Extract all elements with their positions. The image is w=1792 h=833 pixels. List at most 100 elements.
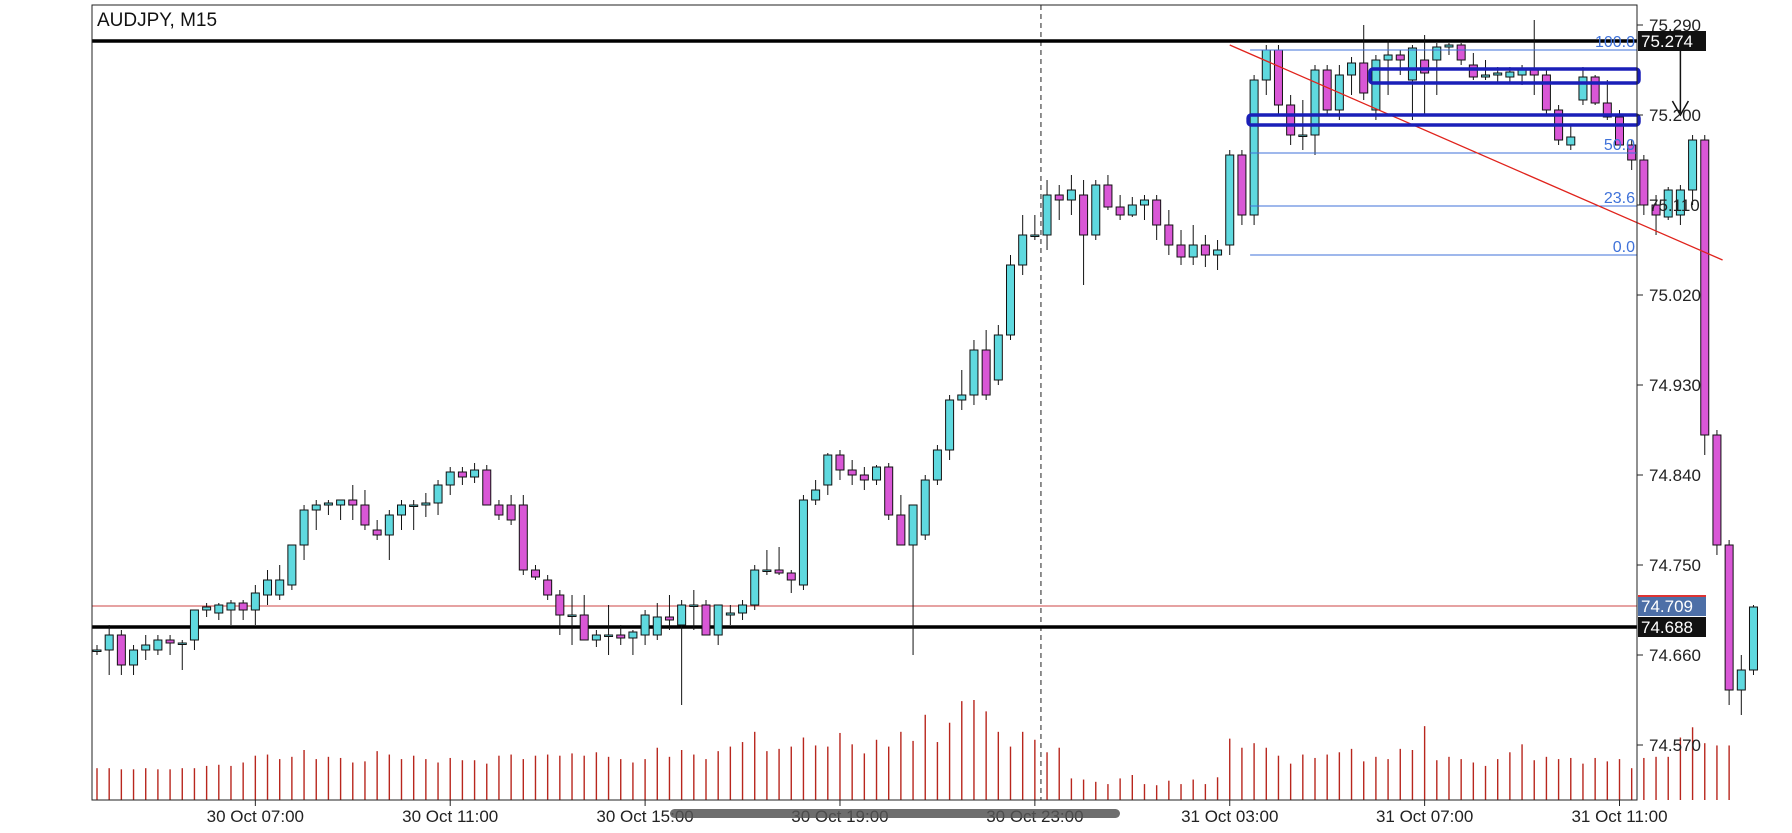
price-label-box: [1638, 31, 1706, 51]
bullish-candle: [1310, 69, 1320, 136]
bearish-candle: [981, 349, 991, 396]
bearish-candle: [1420, 59, 1430, 74]
bearish-candle: [238, 602, 248, 611]
bullish-candle: [713, 604, 723, 636]
bullish-candle: [1688, 139, 1698, 191]
bullish-candle: [336, 499, 346, 506]
y-tick-label: 75.020: [1649, 286, 1701, 305]
bullish-candle: [689, 604, 699, 607]
bullish-candle: [725, 612, 735, 616]
zone-rectangle: [1368, 67, 1641, 85]
bearish-candle: [1273, 49, 1283, 106]
bullish-candle: [275, 579, 285, 596]
y-tick-label: 74.840: [1649, 466, 1701, 485]
bearish-candle: [1615, 116, 1624, 146]
bullish-candle: [397, 504, 406, 516]
bullish-candle: [1298, 134, 1308, 137]
scrollbar-handle[interactable]: [670, 809, 1120, 818]
bullish-candle: [1030, 234, 1040, 237]
bullish-candle: [567, 614, 577, 617]
bearish-candle: [494, 504, 504, 516]
bearish-candle: [518, 504, 528, 571]
price-axis[interactable]: 75.290 75.200 75.110 75.020 74.930 74.840 74.7…: [1637, 16, 1706, 755]
bullish-candle: [993, 334, 1003, 381]
bullish-candle: [798, 499, 808, 586]
bullish-candle: [189, 609, 199, 641]
bullish-candle: [1042, 194, 1052, 236]
bearish-candle: [1176, 244, 1186, 258]
bullish-candle: [129, 649, 139, 666]
y-tick-label: 75.110: [1649, 196, 1700, 215]
price-label: 75.274: [1641, 32, 1693, 51]
x-tick-label: 31 Oct 07:00: [1376, 807, 1473, 826]
bullish-candle: [1347, 62, 1357, 76]
bullish-candle: [384, 514, 394, 536]
fib-level-label: 50.0: [1604, 137, 1635, 154]
bullish-candle: [1188, 244, 1198, 258]
bullish-candle: [421, 502, 431, 506]
bullish-candle: [1383, 54, 1393, 61]
bullish-candle: [445, 471, 455, 486]
bullish-candle: [1066, 189, 1076, 201]
bullish-candle: [1493, 72, 1503, 76]
bearish-candle: [1651, 204, 1661, 216]
bearish-candle: [1164, 224, 1174, 246]
bearish-candle: [482, 469, 492, 506]
bearish-candle: [1590, 76, 1600, 104]
drawing-layer: 100.0 50.0 23.6 0.0: [1229, 34, 1723, 261]
bearish-candle: [1468, 64, 1478, 78]
bullish-candle: [823, 454, 833, 486]
bullish-candle: [1127, 204, 1137, 216]
bullish-candle: [299, 509, 309, 546]
bearish-candle: [1541, 74, 1551, 111]
bearish-candle: [847, 469, 857, 476]
bullish-candle: [1261, 49, 1271, 81]
bearish-candle: [835, 454, 845, 471]
bearish-candle: [457, 471, 467, 478]
bullish-candle: [153, 639, 163, 651]
bullish-candle: [202, 606, 212, 611]
x-tick-label: 30 Oct 11:00: [402, 807, 498, 826]
bearish-candle: [1237, 154, 1247, 216]
bearish-candle: [701, 604, 711, 636]
bearish-candle: [1286, 104, 1296, 136]
bullish-candle: [1091, 184, 1101, 236]
bullish-candle: [1566, 136, 1576, 146]
bullish-candle: [872, 466, 882, 481]
bullish-candle: [628, 631, 638, 639]
bearish-candle: [1712, 434, 1722, 546]
x-tick-label: 31 Oct 03:00: [1181, 807, 1278, 826]
fib-level-label: 23.6: [1604, 190, 1635, 207]
price-label-box: [1638, 617, 1706, 637]
bullish-candle: [652, 616, 662, 636]
y-tick-label: 74.750: [1649, 556, 1701, 575]
bearish-candle: [1602, 102, 1612, 118]
bearish-candle: [1079, 194, 1089, 236]
bullish-candle: [945, 399, 955, 451]
bearish-candle: [506, 504, 516, 521]
chart-title: AUDJPY, M15: [97, 10, 217, 31]
trendline: [1229, 44, 1723, 261]
plot-border: [91, 4, 1638, 801]
bullish-candle: [323, 502, 333, 506]
volume-layer: [96, 700, 1730, 800]
bullish-candle: [957, 394, 967, 401]
bearish-candle: [1700, 139, 1710, 436]
bullish-candle: [1748, 606, 1758, 671]
bearish-candle: [555, 594, 565, 616]
bullish-candle: [969, 349, 979, 396]
bearish-candle: [1115, 206, 1125, 216]
zone-rectangle: [1246, 113, 1641, 127]
bullish-candle: [92, 649, 102, 652]
bullish-candle: [1736, 669, 1746, 691]
price-label: 74.688: [1641, 618, 1693, 637]
bullish-candle: [604, 634, 614, 637]
bullish-candle: [1675, 189, 1685, 216]
bullish-candle: [591, 634, 601, 641]
bearish-candle: [774, 569, 784, 574]
bullish-candle: [1018, 234, 1028, 266]
x-tick-label: 30 Oct 07:00: [207, 807, 304, 826]
